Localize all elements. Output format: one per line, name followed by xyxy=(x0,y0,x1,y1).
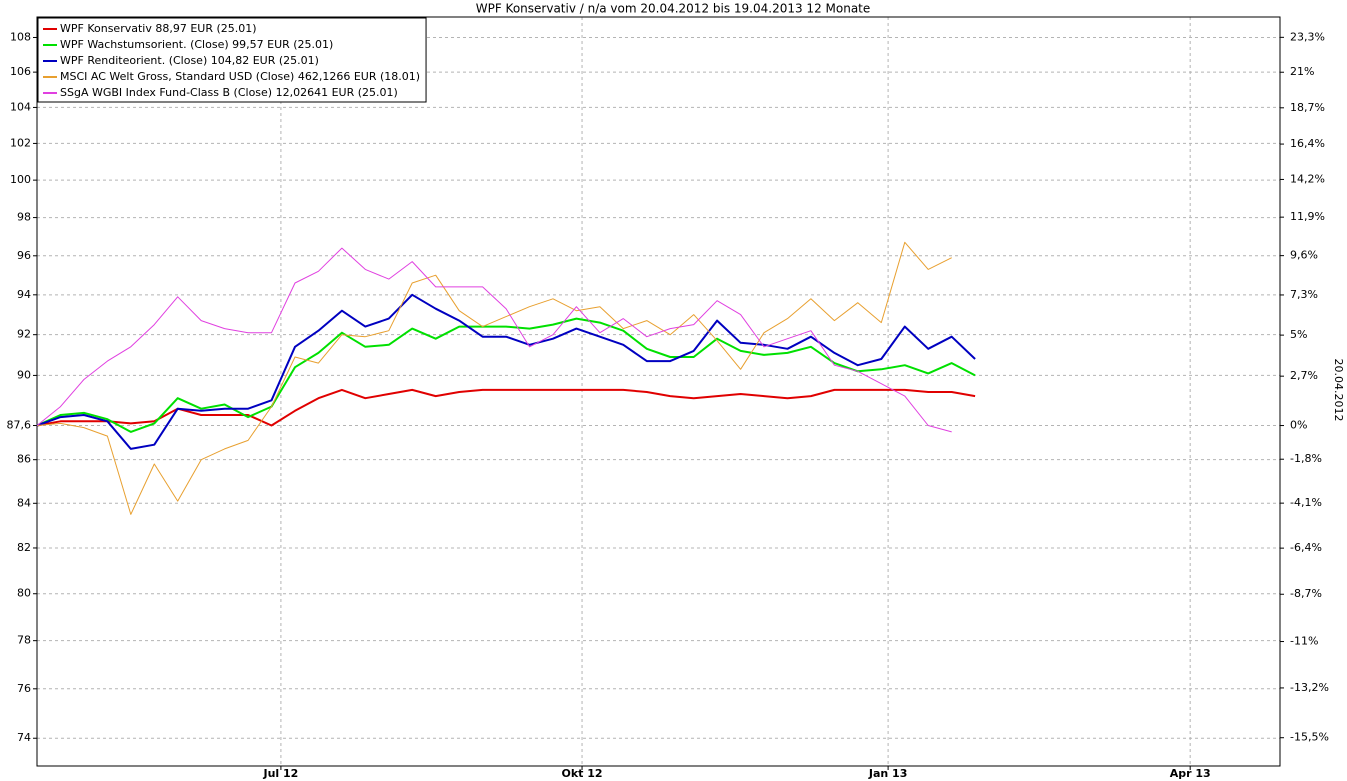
series-line xyxy=(36,388,976,427)
y-tick-label: 100 xyxy=(10,173,31,186)
y2-tick-label: -1,8% xyxy=(1290,452,1322,465)
y-tick-label: 106 xyxy=(10,65,31,78)
y-tick-label: 76 xyxy=(17,682,31,695)
x-tick-label: Apr 13 xyxy=(1170,767,1211,780)
series-line xyxy=(36,241,952,515)
legend-label: SSgA WGBI Index Fund-Class B (Close) 12,… xyxy=(60,86,398,99)
y-tick-label: 80 xyxy=(17,587,31,600)
x-tick-label: Jul 12 xyxy=(262,767,298,780)
y2-tick-label: 18,7% xyxy=(1290,101,1325,114)
y2-tick-label: -4,1% xyxy=(1290,496,1322,509)
y2-tick-label: 5% xyxy=(1290,328,1307,341)
legend-label: WPF Konservativ 88,97 EUR (25.01) xyxy=(60,22,257,35)
y2-tick-label: 7,3% xyxy=(1290,288,1318,301)
y-tick-label: 82 xyxy=(17,541,31,554)
legend: WPF Konservativ 88,97 EUR (25.01) WPF Wac… xyxy=(37,17,427,103)
y2-tick-label: -11% xyxy=(1290,635,1318,648)
y2-tick-label: 23,3% xyxy=(1290,30,1325,43)
plot-frame xyxy=(36,16,1281,767)
y-tick-label: 94 xyxy=(17,288,31,301)
y2-tick-label: 11,9% xyxy=(1290,210,1325,223)
y-tick-label: 90 xyxy=(17,368,31,381)
legend-label: WPF Wachstumsorient. (Close) 99,57 EUR (… xyxy=(60,38,333,51)
x-tick-label: Jan 13 xyxy=(868,767,907,780)
y2-tick-label: 21% xyxy=(1290,65,1314,78)
y-tick-label: 98 xyxy=(17,211,31,224)
y2-tick-label: 9,6% xyxy=(1290,249,1318,262)
y2-tick-label: -8,7% xyxy=(1290,587,1322,600)
y2-axis-label: 20.04.2012 xyxy=(1332,359,1345,422)
legend-box xyxy=(37,17,427,103)
series-line xyxy=(36,247,952,433)
y2-tick-label: 14,2% xyxy=(1290,172,1325,185)
y2-tick-label: -6,4% xyxy=(1290,541,1322,554)
y-tick-label: 102 xyxy=(10,136,31,149)
y2-tick-label: 2,7% xyxy=(1290,369,1318,382)
y-tick-label: 96 xyxy=(17,249,31,262)
y2-tick-label: -13,2% xyxy=(1290,681,1329,694)
x-tick-label: Okt 12 xyxy=(562,767,603,780)
y-tick-label: 78 xyxy=(17,634,31,647)
series-line xyxy=(36,317,976,433)
y-tick-label: 108 xyxy=(10,30,31,43)
y2-tick-label: 16,4% xyxy=(1290,137,1325,150)
legend-label: MSCI AC Welt Gross, Standard USD (Close)… xyxy=(60,70,420,83)
chart-title: WPF Konservativ / n/a vom 20.04.2012 bis… xyxy=(476,2,871,16)
y-tick-label: 87,6 xyxy=(7,419,32,432)
y-tick-label: 92 xyxy=(17,328,31,341)
y2-tick-label: -15,5% xyxy=(1290,731,1329,744)
legend-label: WPF Renditeorient. (Close) 104,82 EUR (2… xyxy=(60,54,319,67)
y-tick-label: 104 xyxy=(10,100,31,113)
y-tick-label: 84 xyxy=(17,496,31,509)
y-tick-label: 86 xyxy=(17,453,31,466)
y-tick-label: 74 xyxy=(17,731,31,744)
y2-tick-label: 0% xyxy=(1290,419,1307,432)
